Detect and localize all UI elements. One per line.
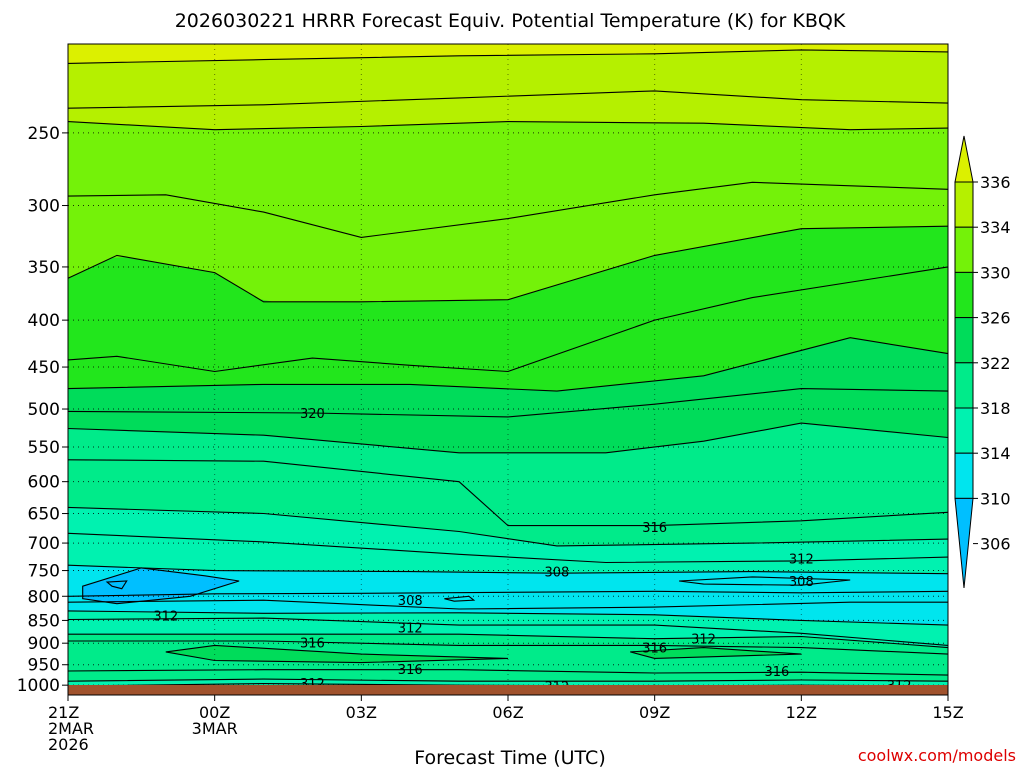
closed-fill-5 bbox=[444, 596, 474, 602]
x-tick-label: 15Z bbox=[932, 703, 963, 722]
contour-316 bbox=[68, 640, 949, 655]
colorbar-segment bbox=[954, 452, 974, 499]
y-tick-label: 1000 bbox=[17, 676, 60, 696]
x-tick-label: 21Z bbox=[48, 703, 79, 722]
colorbar-arrow-bottom bbox=[954, 497, 974, 589]
y-tick-label: 350 bbox=[28, 258, 60, 278]
contour-316 bbox=[67, 459, 949, 527]
x-axis-label: Forecast Time (UTC) bbox=[414, 747, 605, 768]
credit-text: coolwx.com/models bbox=[858, 746, 1016, 765]
y-tick-label: 250 bbox=[28, 124, 60, 144]
closed-fill-4 bbox=[630, 647, 802, 659]
contour-label: 316 bbox=[642, 521, 667, 536]
closed-fill-1 bbox=[107, 581, 127, 589]
contour-312 bbox=[67, 617, 949, 646]
contour-label: 320 bbox=[300, 407, 325, 422]
contour-318 bbox=[67, 422, 949, 454]
colorbar-label: 334 bbox=[980, 218, 1011, 237]
contour-label: 316 bbox=[300, 636, 325, 651]
contour-label: 312 bbox=[398, 621, 423, 636]
colorbar-label: 306 bbox=[980, 535, 1011, 554]
closed-contour-308 bbox=[679, 576, 851, 586]
contour-324 bbox=[67, 266, 949, 373]
contour-328 bbox=[67, 181, 949, 238]
contour-312 bbox=[67, 532, 949, 564]
x-tick-label: 03Z bbox=[346, 703, 377, 722]
x-tick-label: 3MAR bbox=[192, 719, 238, 738]
colorbar-arrow-top bbox=[954, 135, 974, 183]
colorbar-label: 326 bbox=[980, 309, 1011, 328]
contour-326 bbox=[67, 225, 949, 303]
contour-310 bbox=[67, 564, 949, 575]
closed-contour-308 bbox=[444, 595, 476, 602]
closed-contour-306 bbox=[82, 567, 240, 605]
contour-label: 316 bbox=[398, 663, 423, 678]
contour-320 bbox=[67, 388, 949, 418]
y-tick-label: 400 bbox=[28, 311, 60, 331]
y-tick-label: 900 bbox=[28, 634, 60, 654]
grid-lines bbox=[68, 44, 948, 695]
colorbar-label: 318 bbox=[980, 399, 1011, 418]
colorbar-segment bbox=[954, 181, 974, 228]
contour-310 bbox=[67, 610, 949, 626]
colorbar-segment bbox=[954, 362, 974, 409]
colorbar-segment bbox=[954, 407, 974, 454]
closed-fill-0 bbox=[82, 567, 240, 604]
y-tick-label: 750 bbox=[28, 562, 60, 582]
x-tick-label: 06Z bbox=[492, 703, 523, 722]
x-tick-label: 2026 bbox=[48, 735, 89, 754]
contour-label: 312 bbox=[691, 633, 716, 648]
contour-334 bbox=[67, 49, 949, 64]
x-tick-label: 2MAR bbox=[48, 719, 94, 738]
chart-title: 2026030221 HRRR Forecast Equiv. Potentia… bbox=[175, 10, 846, 32]
contour-314 bbox=[67, 506, 949, 547]
colorbar-segment bbox=[954, 271, 974, 319]
contour-label: 308 bbox=[544, 566, 569, 581]
contour-label: 312 bbox=[789, 553, 814, 568]
contour-308 bbox=[67, 590, 949, 597]
closed-contour-318 bbox=[165, 644, 509, 664]
contour-316 bbox=[67, 669, 949, 676]
contour-label: 312 bbox=[153, 610, 178, 625]
y-tick-label: 500 bbox=[28, 400, 60, 420]
y-tick-label: 950 bbox=[28, 656, 60, 676]
closed-contour-306 bbox=[105, 580, 128, 590]
colorbar: 306 310 314 318 322 326 330 334 336 bbox=[954, 135, 1011, 589]
x-tick-label: 00Z bbox=[199, 703, 230, 722]
y-tick-label: 700 bbox=[28, 534, 60, 554]
colorbar-label: 314 bbox=[980, 444, 1011, 463]
contour-label: 308 bbox=[789, 575, 814, 590]
y-tick-label: 550 bbox=[28, 438, 60, 458]
colorbar-label: 336 bbox=[980, 173, 1011, 192]
contour-308 bbox=[67, 599, 948, 610]
contour-label: 316 bbox=[764, 665, 789, 680]
colorbar-segment bbox=[954, 317, 974, 364]
contour-label: 308 bbox=[398, 594, 423, 609]
y-tick-label: 850 bbox=[28, 611, 60, 631]
colorbar-label: 322 bbox=[980, 354, 1011, 373]
contour-322 bbox=[67, 337, 949, 392]
colorbar-label: 330 bbox=[980, 263, 1011, 282]
contour-314 bbox=[68, 633, 949, 649]
contour-314 bbox=[67, 678, 949, 682]
y-tick-label: 800 bbox=[28, 587, 60, 607]
y-axis: 250 300 350 400 450 500 550 600 650 700 750 800 850 9… bbox=[17, 124, 68, 696]
y-tick-label: 650 bbox=[28, 505, 60, 525]
x-tick-label: 09Z bbox=[639, 703, 670, 722]
y-tick-label: 450 bbox=[28, 358, 60, 378]
x-tick-label: 12Z bbox=[786, 703, 817, 722]
contour-332 bbox=[67, 90, 949, 109]
y-tick-label: 300 bbox=[28, 197, 60, 217]
y-tick-label: 600 bbox=[28, 473, 60, 493]
colorbar-label: 310 bbox=[980, 489, 1011, 508]
closed-fill-3 bbox=[165, 645, 509, 663]
ground-bar bbox=[68, 685, 948, 695]
colorbar-segment bbox=[954, 226, 974, 273]
